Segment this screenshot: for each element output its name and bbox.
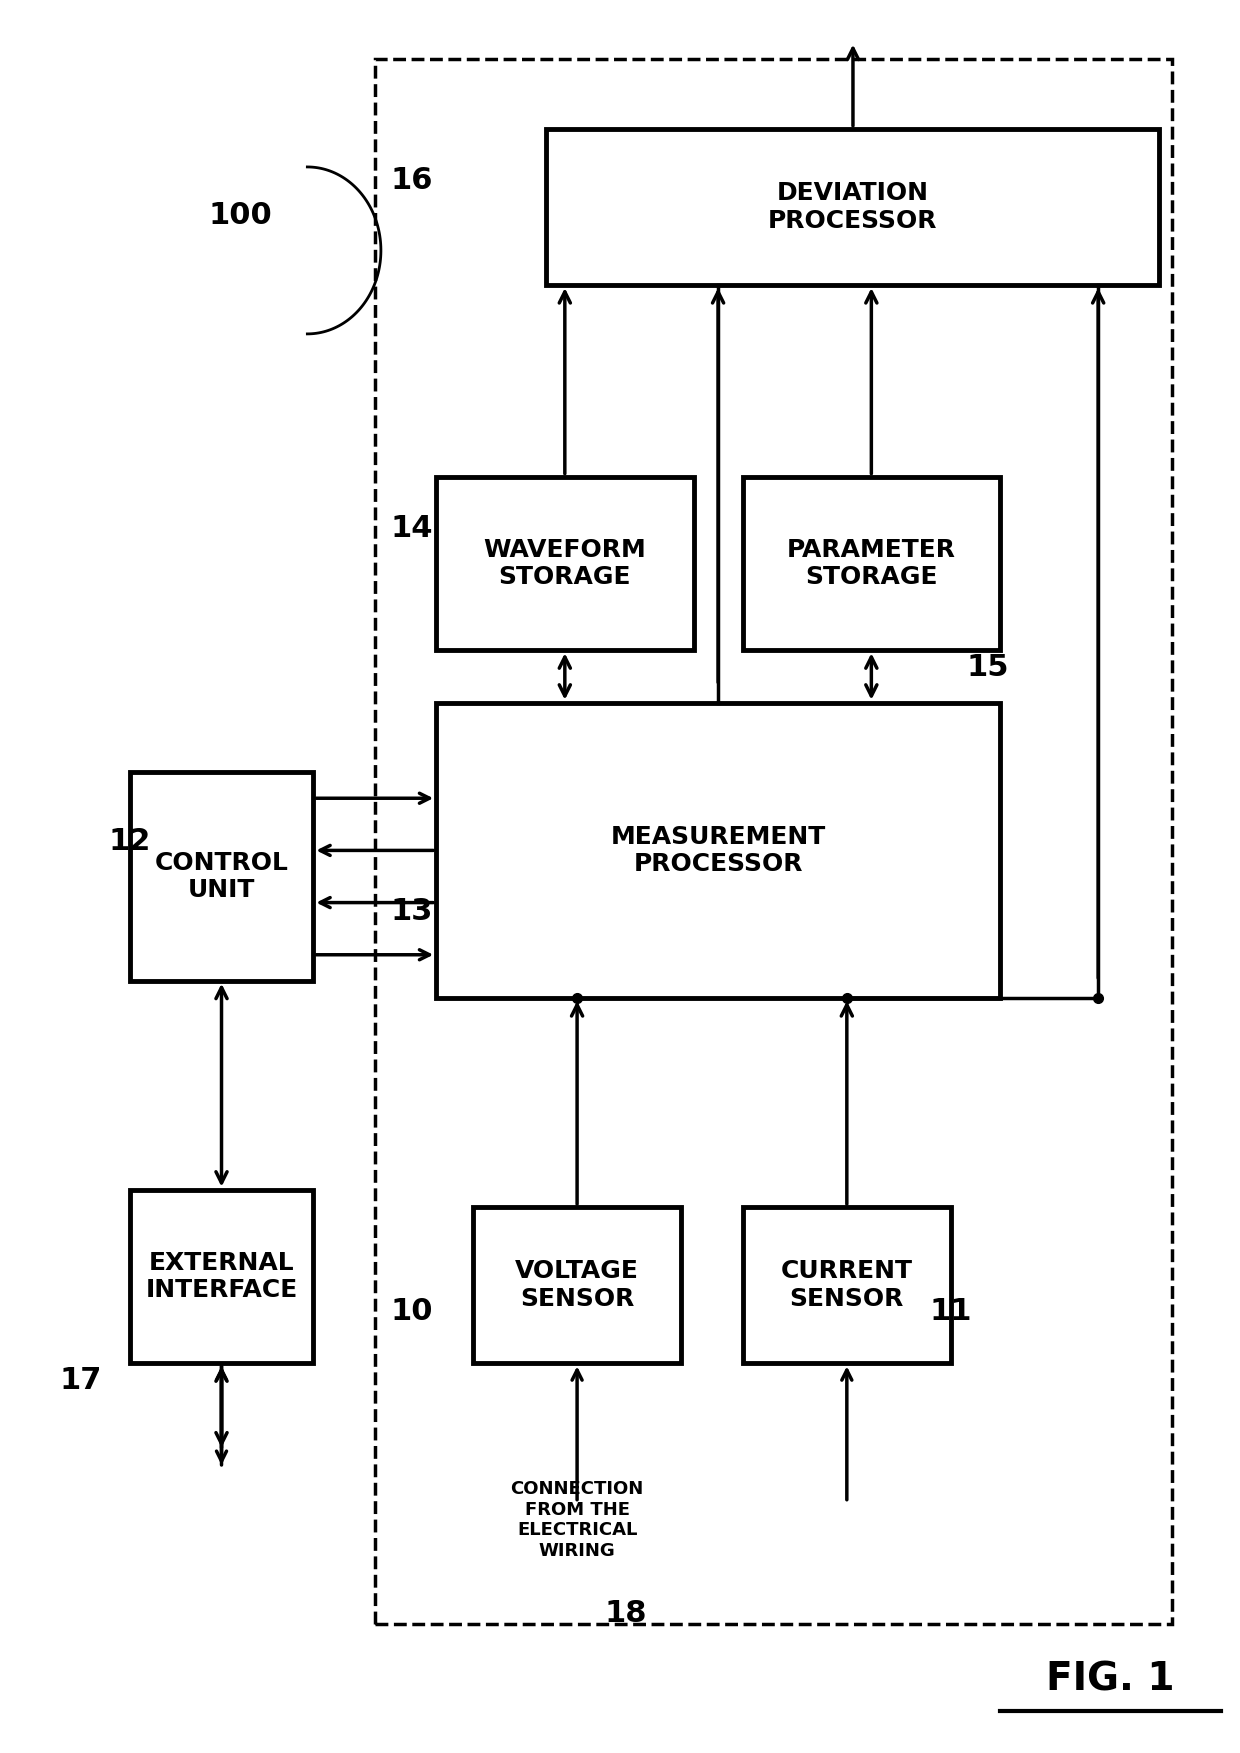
Text: VOLTAGE
SENSOR: VOLTAGE SENSOR <box>515 1259 639 1311</box>
Text: 17: 17 <box>60 1366 102 1395</box>
FancyBboxPatch shape <box>129 771 314 982</box>
Text: CURRENT
SENSOR: CURRENT SENSOR <box>781 1259 913 1311</box>
Text: 16: 16 <box>391 167 433 195</box>
FancyBboxPatch shape <box>436 477 693 650</box>
Text: 14: 14 <box>391 514 433 543</box>
Text: CONTROL
UNIT: CONTROL UNIT <box>155 850 289 903</box>
Text: 12: 12 <box>108 827 151 855</box>
Text: 100: 100 <box>208 202 272 230</box>
FancyBboxPatch shape <box>472 1206 681 1364</box>
Text: EXTERNAL
INTERFACE: EXTERNAL INTERFACE <box>145 1250 298 1302</box>
Text: MEASUREMENT
PROCESSOR: MEASUREMENT PROCESSOR <box>610 824 826 876</box>
Text: FIG. 1: FIG. 1 <box>1047 1662 1174 1699</box>
Text: 15: 15 <box>967 654 1009 682</box>
FancyBboxPatch shape <box>743 1206 951 1364</box>
Text: CONNECTION
FROM THE
ELECTRICAL
WIRING: CONNECTION FROM THE ELECTRICAL WIRING <box>511 1480 644 1560</box>
Text: DEVIATION
PROCESSOR: DEVIATION PROCESSOR <box>769 181 937 233</box>
Text: 10: 10 <box>391 1297 433 1325</box>
FancyBboxPatch shape <box>436 703 1001 997</box>
Text: PARAMETER
STORAGE: PARAMETER STORAGE <box>787 538 956 589</box>
Text: 13: 13 <box>391 898 433 926</box>
FancyBboxPatch shape <box>547 128 1159 286</box>
Text: 11: 11 <box>930 1297 972 1325</box>
FancyBboxPatch shape <box>743 477 1001 650</box>
Text: WAVEFORM
STORAGE: WAVEFORM STORAGE <box>484 538 646 589</box>
Text: 18: 18 <box>605 1599 647 1629</box>
FancyBboxPatch shape <box>129 1190 314 1364</box>
